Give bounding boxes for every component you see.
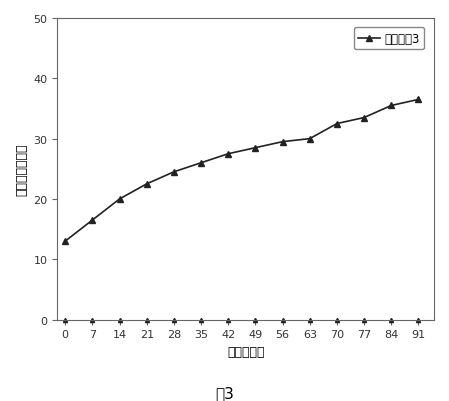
Legend: 製剤番号3: 製剤番号3 — [353, 28, 424, 50]
製剤番号3 — [90, 218, 95, 223]
Line: 製剤番号3: 製剤番号3 — [62, 97, 422, 245]
製剤番号3 — [225, 152, 231, 157]
製剤番号3 — [334, 122, 339, 127]
製剤番号3 — [280, 140, 285, 145]
Y-axis label: 累積放出（％）: 累積放出（％） — [15, 143, 28, 196]
製剤番号3 — [253, 146, 258, 151]
製剤番号3 — [117, 197, 122, 202]
製剤番号3 — [171, 170, 176, 175]
X-axis label: 時間（日）: 時間（日） — [227, 345, 264, 358]
製剤番号3 — [388, 104, 394, 109]
Text: 図3: 図3 — [215, 385, 234, 400]
製剤番号3 — [361, 116, 367, 121]
製剤番号3 — [198, 161, 204, 166]
製剤番号3 — [307, 137, 313, 142]
製剤番号3 — [62, 239, 68, 244]
製剤番号3 — [416, 98, 421, 103]
製剤番号3 — [144, 182, 150, 187]
